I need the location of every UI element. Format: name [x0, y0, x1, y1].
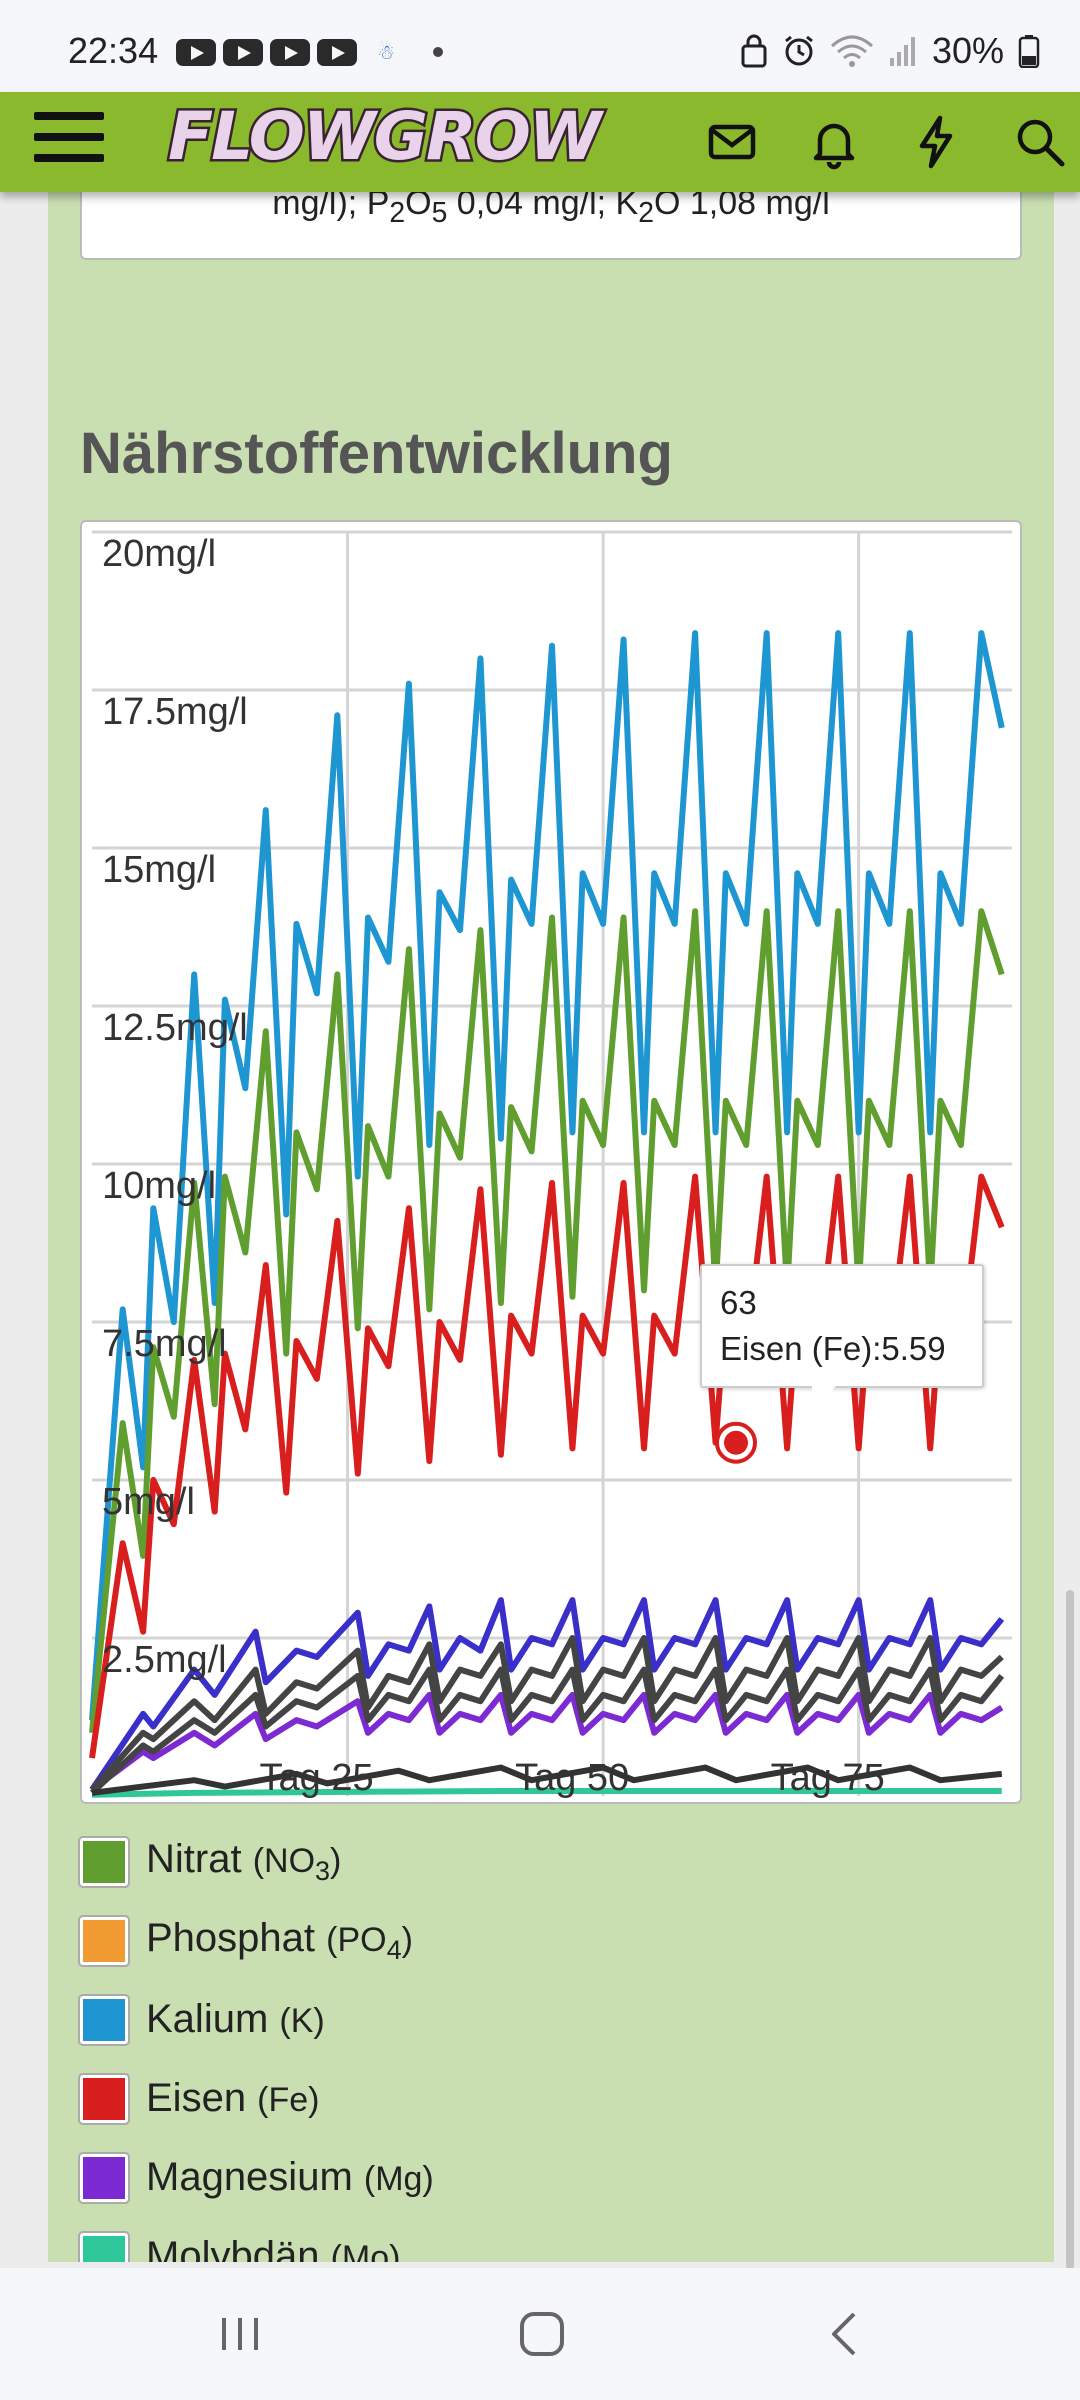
search-icon[interactable] — [1012, 114, 1068, 170]
system-icons: 30% — [740, 30, 1040, 72]
legend-item[interactable]: Eisen (Fe) — [80, 2059, 434, 2138]
status-bar: 22:34 ☃ 30% — [0, 0, 1080, 92]
x-tick-label: Tag 75 — [771, 1757, 885, 1799]
legend-swatch[interactable] — [80, 1837, 128, 1886]
y-tick-label: 10mg/l — [102, 1165, 216, 1207]
series-line — [89, 1597, 1005, 1792]
y-tick-label: 17.5mg/l — [102, 691, 248, 733]
legend-swatch[interactable] — [80, 1916, 128, 1965]
youtube-icon — [317, 38, 357, 66]
y-tick-label: 2.5mg/l — [102, 1639, 227, 1681]
series-line — [89, 908, 1005, 1734]
legend-item[interactable]: Molybdän (Mo) — [80, 2217, 434, 2262]
status-time: 22:34 — [68, 30, 159, 71]
nutrient-chart-card: Nährstoffentwicklung 2.5mg/l 5mg/l 7.5mg/l… — [48, 388, 1054, 2262]
legend-swatch[interactable] — [80, 2153, 128, 2202]
y-tick-label: 5mg/l — [102, 1481, 195, 1523]
alarm-icon — [785, 35, 813, 66]
y-tick-label: 7.5mg/l — [102, 1323, 227, 1365]
x-tick-label: Tag 50 — [515, 1757, 629, 1799]
back-icon[interactable] — [806, 2304, 886, 2364]
legend-label: Nitrat (NO3) — [146, 1836, 342, 1886]
y-tick-label: 15mg/l — [102, 849, 216, 891]
previous-card-text: mg/l); P2O5 0,04 mg/l; K2O 1,08 mg/l — [272, 192, 830, 229]
series-line — [91, 1764, 1003, 1796]
chart-legend: Nitrat (NO3) Phosphat (PO4) Kalium (K) Eise… — [80, 1822, 434, 2262]
legend-label: Phosphat (PO4) — [146, 1915, 413, 1965]
series-line — [91, 1787, 1002, 1798]
flowgrow-logo[interactable]: FLOWGROW — [166, 96, 605, 178]
youtube-icon — [223, 38, 263, 66]
scrollbar[interactable] — [1066, 1590, 1074, 2270]
youtube-icon — [270, 38, 310, 66]
mail-icon[interactable] — [704, 114, 760, 170]
series-line — [89, 1635, 1004, 1792]
legend-item[interactable]: Kalium (K) — [80, 1980, 434, 2059]
legend-item[interactable]: Phosphat (PO4) — [80, 1901, 434, 1980]
legend-item[interactable]: Magnesium (Mg) — [80, 2138, 434, 2217]
series-line — [89, 630, 1005, 1721]
nutrient-line-chart[interactable]: 2.5mg/l 5mg/l 7.5mg/l 10mg/l 12.5mg/l 15mg/l 1… — [82, 522, 1022, 1804]
wifi-icon — [830, 35, 873, 67]
signal-icon — [889, 37, 915, 66]
recent-apps-icon[interactable] — [200, 2304, 280, 2364]
legend-swatch[interactable] — [80, 1995, 128, 2044]
y-tick-label: 20mg/l — [102, 533, 216, 575]
series-line — [89, 1666, 1005, 1796]
youtube-icon — [176, 38, 216, 66]
menu-icon[interactable] — [34, 112, 104, 172]
system-nav-bar — [0, 2268, 1080, 2400]
highlight-point — [724, 1430, 748, 1455]
legend-label: Molybdän (Mo) — [146, 2234, 401, 2262]
tooltip-series: Eisen (Fe) — [720, 1330, 873, 1367]
home-icon[interactable] — [502, 2304, 582, 2364]
dot-icon — [433, 47, 443, 57]
bell-icon[interactable] — [806, 114, 862, 170]
tooltip-value: 5.59 — [881, 1330, 946, 1367]
previous-card-textbox: mg/l); P2O5 0,04 mg/l; K2O 1,08 mg/l — [80, 192, 1022, 260]
chart-title: Nährstoffentwicklung — [80, 421, 673, 486]
page-content[interactable]: mg/l); P2O5 0,04 mg/l; K2O 1,08 mg/l Näh… — [0, 192, 1080, 2262]
x-tick-label: Tag 25 — [260, 1757, 374, 1799]
battery-icon — [1018, 35, 1040, 68]
battery-percent: 30% — [931, 30, 1004, 71]
chart-tooltip: 63 Eisen (Fe):5.59 — [700, 1264, 984, 1410]
app-icon: ☃ — [377, 41, 395, 64]
notification-icons: ☃ — [176, 38, 443, 66]
tooltip-value-line: Eisen (Fe):5.59 — [720, 1330, 946, 1367]
tooltip-day: 63 — [720, 1284, 757, 1321]
legend-label: Kalium (K) — [146, 1997, 325, 2041]
app-header: FLOWGROW — [0, 92, 1080, 192]
legend-label: Eisen (Fe) — [146, 2076, 320, 2120]
bolt-icon[interactable] — [908, 114, 964, 170]
lock-icon — [741, 34, 767, 68]
series-line — [90, 1691, 1004, 1793]
legend-swatch[interactable] — [80, 2232, 128, 2262]
y-tick-label: 12.5mg/l — [102, 1007, 248, 1049]
chart-area[interactable]: 2.5mg/l 5mg/l 7.5mg/l 10mg/l 12.5mg/l 15mg/l 1… — [80, 520, 1022, 1804]
legend-item[interactable]: Nitrat (NO3) — [80, 1822, 434, 1901]
legend-swatch[interactable] — [80, 2074, 128, 2123]
legend-label: Magnesium (Mg) — [146, 2155, 434, 2199]
